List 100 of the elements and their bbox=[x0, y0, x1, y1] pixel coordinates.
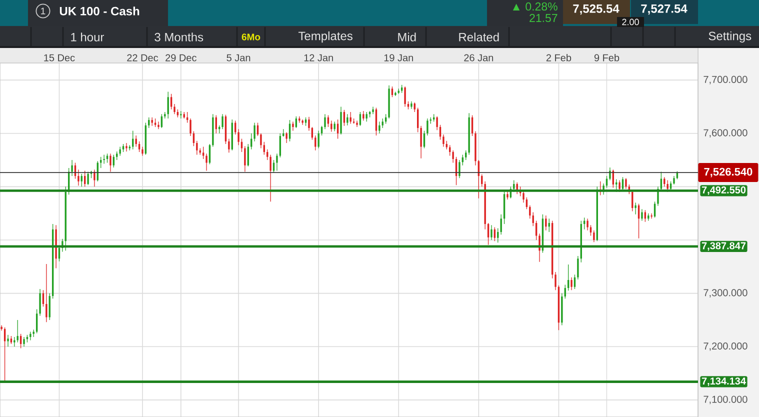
text: 7,525.54 bbox=[573, 4, 620, 15]
x-tick-label: 26 Jan bbox=[464, 54, 494, 62]
candlestick bbox=[30, 332, 32, 340]
candlestick bbox=[593, 230, 595, 242]
candlestick bbox=[426, 118, 428, 136]
candlestick bbox=[128, 145, 131, 150]
text: Related bbox=[459, 32, 499, 42]
candlestick bbox=[452, 150, 454, 163]
candlestick bbox=[254, 122, 256, 142]
candlestick bbox=[673, 176, 675, 185]
candlestick bbox=[545, 215, 547, 230]
chart-title: UK 100 - Cash bbox=[60, 6, 140, 16]
candlestick bbox=[625, 178, 627, 189]
candlestick bbox=[46, 264, 48, 322]
candlestick bbox=[228, 138, 230, 153]
candlestick bbox=[103, 154, 105, 164]
candlestick bbox=[39, 289, 41, 316]
candlestick bbox=[410, 101, 412, 109]
candlestick bbox=[7, 334, 9, 347]
candlestick bbox=[0, 325, 2, 331]
candlestick bbox=[398, 88, 400, 94]
candlestick bbox=[276, 154, 278, 171]
candlestick bbox=[362, 110, 364, 121]
text: Settings bbox=[708, 31, 752, 43]
candlestick bbox=[174, 104, 176, 114]
candlestick bbox=[436, 116, 438, 130]
candlestick bbox=[190, 118, 192, 136]
candlestick bbox=[183, 112, 185, 118]
candlestick bbox=[78, 170, 80, 186]
candlestick bbox=[55, 225, 57, 268]
candlestick bbox=[318, 130, 320, 148]
candlestick bbox=[302, 120, 304, 125]
candlestick bbox=[420, 126, 422, 158]
candlestick bbox=[286, 132, 288, 143]
text: 6Mo bbox=[242, 34, 260, 40]
candlestick bbox=[474, 131, 476, 166]
text: 1 bbox=[41, 8, 46, 14]
candlestick bbox=[142, 146, 144, 156]
candlestick bbox=[196, 140, 198, 155]
candlestick bbox=[442, 134, 444, 147]
candlestick bbox=[23, 337, 25, 347]
candlestick bbox=[500, 214, 502, 235]
y-tick-label: 7,100.000 bbox=[704, 396, 748, 404]
candlestick bbox=[458, 160, 460, 178]
text: 3 Months bbox=[154, 32, 204, 42]
candlestick bbox=[260, 133, 262, 148]
candlestick bbox=[222, 114, 224, 130]
candlestick bbox=[212, 114, 214, 147]
candlestick bbox=[609, 167, 611, 180]
x-tick-label: 2 Feb bbox=[546, 54, 572, 62]
candlestick bbox=[151, 117, 153, 126]
candlestick bbox=[308, 116, 310, 131]
ref-line-label: 7,526.540 bbox=[704, 168, 752, 178]
candlestick bbox=[404, 86, 406, 107]
candlestick bbox=[634, 202, 636, 214]
candlestick bbox=[570, 277, 572, 290]
candlestick bbox=[484, 181, 486, 230]
candlestick bbox=[388, 85, 390, 118]
x-tick-label: 19 Jan bbox=[384, 54, 413, 62]
candlestick bbox=[538, 234, 540, 262]
candlestick bbox=[14, 337, 16, 347]
x-tick-label: 12 Jan bbox=[304, 54, 333, 62]
candlestick bbox=[561, 293, 563, 326]
text: Mid bbox=[398, 32, 416, 42]
candlestick bbox=[292, 122, 294, 131]
candlestick bbox=[164, 112, 166, 118]
candlestick bbox=[506, 190, 508, 200]
candlestick bbox=[158, 122, 160, 130]
candlestick bbox=[324, 114, 326, 130]
candlestick bbox=[126, 142, 128, 152]
y-tick-label: 7,200.000 bbox=[704, 342, 748, 351]
candlestick bbox=[270, 154, 272, 202]
ref-line-label: 7,387.847 bbox=[702, 242, 746, 251]
candlestick bbox=[238, 129, 240, 146]
candlestick bbox=[468, 113, 470, 155]
text: 7,527.54 bbox=[641, 4, 688, 15]
candlestick bbox=[394, 92, 396, 96]
candlestick bbox=[356, 120, 358, 127]
ref-line-label: 7,134.134 bbox=[702, 377, 746, 386]
text: 1 hour bbox=[71, 32, 104, 42]
ref-line-label: 7,492.550 bbox=[702, 186, 746, 195]
candlestick bbox=[340, 106, 342, 134]
candlestick bbox=[529, 205, 531, 219]
candlestick bbox=[94, 170, 96, 187]
y-tick-label: 7,600.000 bbox=[704, 129, 748, 138]
x-tick-label: 22 Dec bbox=[127, 54, 158, 62]
candlestick bbox=[586, 218, 588, 230]
x-tick-label: 29 Dec bbox=[166, 54, 196, 62]
candlestick bbox=[554, 272, 556, 290]
candlestick bbox=[346, 114, 348, 126]
candlestick bbox=[119, 146, 121, 156]
y-tick-label: 7,300.000 bbox=[704, 289, 748, 298]
candlestick bbox=[110, 154, 112, 172]
candlestick bbox=[577, 256, 579, 280]
text: ▲ 0.28% bbox=[512, 2, 558, 11]
candlestick bbox=[244, 146, 246, 172]
x-tick-label: 5 Jan bbox=[226, 54, 250, 62]
text: 21.57 bbox=[530, 14, 558, 22]
x-tick-label: 15 Dec bbox=[44, 54, 75, 62]
candlestick bbox=[135, 136, 137, 147]
